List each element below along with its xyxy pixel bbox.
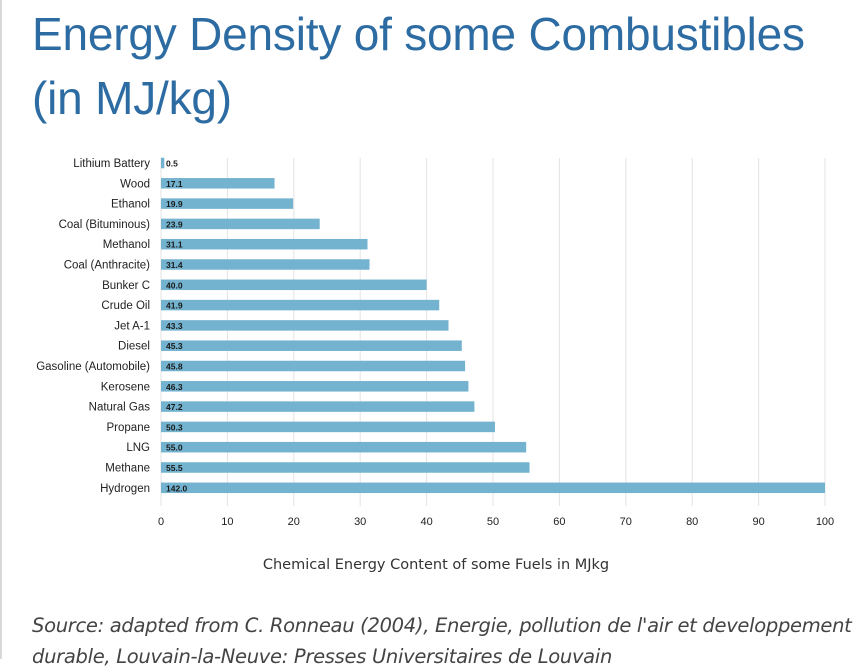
x-tick-label: 70 [620, 516, 632, 528]
page-title: Energy Density of some Combustibles (in … [32, 2, 805, 130]
x-tick-label: 40 [420, 516, 432, 528]
category-label: Gasoline (Automobile) [36, 361, 150, 373]
category-label: Crude Oil [101, 300, 150, 312]
data-label: 50.3 [166, 422, 183, 432]
x-tick-label: 100 [816, 516, 834, 528]
category-label: Coal (Bituminous) [59, 219, 151, 231]
category-label: Propane [107, 422, 150, 434]
bar [161, 482, 825, 494]
x-tick-label: 50 [487, 516, 499, 528]
x-tick-label: 0 [158, 516, 164, 528]
bar [161, 259, 370, 270]
category-label: Kerosene [101, 381, 150, 393]
x-axis-label: Chemical Energy Content of some Fuels in… [263, 557, 609, 573]
data-label: 0.5 [166, 159, 178, 169]
data-label: 31.1 [166, 240, 183, 250]
x-tick-label: 30 [354, 516, 366, 528]
left-border [0, 0, 2, 659]
category-label: Methanol [103, 239, 150, 251]
data-label: 55.0 [166, 443, 183, 453]
data-label: 31.4 [166, 260, 183, 270]
bar [161, 462, 530, 473]
data-label: 45.3 [166, 341, 183, 351]
data-label: 40.0 [166, 280, 183, 290]
category-label: Diesel [118, 341, 150, 353]
bar [161, 279, 427, 291]
data-label: 142.0 [166, 483, 188, 493]
data-label: 19.9 [166, 199, 183, 209]
category-label: Jet A-1 [114, 320, 150, 332]
category-label: Wood [120, 178, 150, 190]
source-citation: Source: adapted from C. Ronneau (2004), … [32, 614, 852, 668]
bar [161, 320, 449, 331]
x-tick-label: 90 [752, 516, 764, 528]
category-labels: Lithium Battery Wood Ethanol Coal (Bitumino… [36, 158, 150, 495]
data-label: 17.1 [166, 179, 183, 189]
data-label: 41.9 [166, 301, 183, 311]
category-label: Natural Gas [89, 402, 151, 414]
x-tick-label: 80 [686, 516, 698, 528]
title-line-2: (in MJ/kg) [32, 72, 232, 124]
data-label: 23.9 [166, 219, 183, 229]
bar [161, 401, 475, 412]
category-label: Bunker C [102, 280, 150, 292]
bars: 0.5 17.1 19.9 23.9 31.1 31.4 40.0 41.9 43.3 45.3 4… [161, 157, 825, 494]
category-label: Coal (Anthracite) [64, 260, 150, 272]
bar [161, 441, 527, 453]
bar [161, 198, 294, 209]
data-label: 46.3 [166, 382, 183, 392]
data-label: 55.5 [166, 463, 183, 473]
data-label: 43.3 [166, 321, 183, 331]
bar [161, 360, 466, 372]
bar [161, 218, 320, 230]
category-label: Methane [105, 463, 150, 475]
bar [161, 238, 368, 250]
x-tick-labels: 0 10 20 30 40 50 60 70 80 90 100 [158, 516, 834, 528]
bar-chart: 0.5 17.1 19.9 23.9 31.1 31.4 40.0 41.9 43.3 45.3 4… [36, 157, 834, 573]
category-label: Lithium Battery [73, 158, 150, 170]
bar [161, 157, 165, 169]
data-label: 45.8 [166, 362, 183, 372]
bar [161, 340, 462, 351]
title-line-1: Energy Density of some Combustibles [32, 8, 805, 60]
category-label: LNG [126, 442, 150, 454]
category-label: Hydrogen [100, 483, 150, 495]
x-tick-label: 10 [221, 516, 233, 528]
data-label: 47.2 [166, 402, 183, 412]
category-label: Ethanol [111, 199, 150, 211]
x-tick-label: 60 [553, 516, 565, 528]
bar [161, 421, 495, 433]
x-tick-label: 20 [288, 516, 300, 528]
bar [161, 381, 469, 392]
bar [161, 299, 440, 311]
gridlines [160, 158, 826, 506]
bar [161, 178, 275, 189]
